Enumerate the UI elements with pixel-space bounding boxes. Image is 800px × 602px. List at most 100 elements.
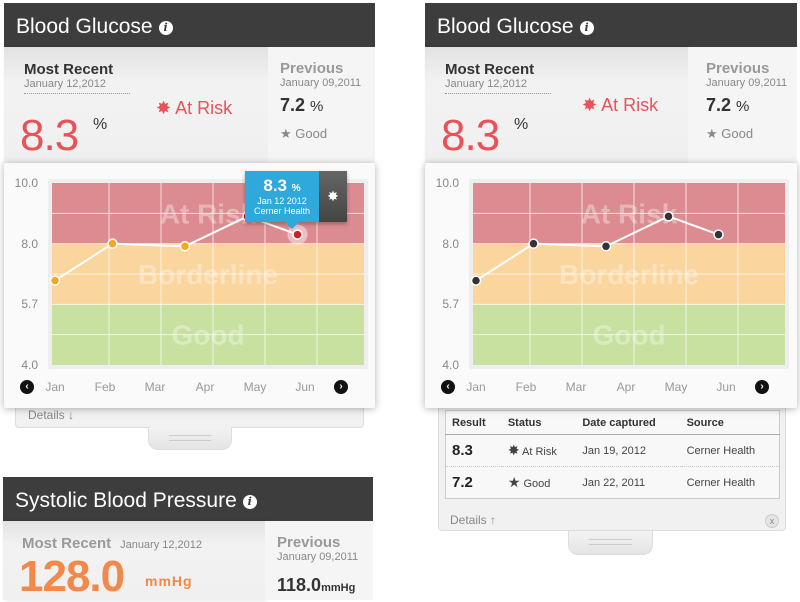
card-title: Blood Glucose — [437, 15, 574, 38]
date-cell: Jan 19, 2012 — [576, 434, 681, 467]
chart-svg: Good Borderline At Risk — [470, 183, 785, 365]
data-point — [663, 211, 674, 222]
data-point — [179, 241, 191, 252]
column-header: Result — [445, 410, 502, 435]
y-tick-label: 10.0 — [435, 176, 459, 190]
unit: mmHg — [145, 573, 193, 589]
band-label: Good — [592, 320, 665, 351]
chart-svg: Good Borderline At Risk — [49, 183, 364, 365]
column-header: Date captured — [576, 410, 681, 435]
column-header: Source — [680, 410, 780, 435]
data-point — [600, 241, 612, 252]
most-recent-panel: Most Recent January 12,2012 8.3 % ✸ At Ri… — [425, 47, 688, 165]
y-tick-label: 8.0 — [21, 236, 38, 251]
tooltip-source: Cerner Health — [253, 206, 311, 216]
previous-date: January 09,2011 — [706, 77, 788, 89]
band-label: Borderline — [138, 259, 278, 290]
divider — [24, 93, 130, 94]
card-header: Blood Glucose i — [4, 3, 375, 47]
star-icon: ★ — [706, 126, 718, 141]
details-toggle[interactable]: Details ↑ — [450, 513, 497, 527]
most-recent-date: January 12,2012 — [445, 78, 527, 90]
previous-label: Previous — [280, 60, 344, 77]
column-header: Status — [501, 410, 577, 435]
table-row: 8.3 ✸ At Risk Jan 19, 2012 Cerner Health — [445, 434, 780, 467]
previous-date: January 09,2011 — [280, 77, 362, 89]
plot-area — [469, 179, 789, 369]
status-cell: Good — [523, 478, 551, 490]
star-icon: ★ — [280, 126, 292, 141]
status-cell: At Risk — [522, 446, 557, 458]
data-point — [713, 229, 724, 240]
x-tick-label: Mar — [144, 380, 166, 394]
burst-icon: ✸ — [582, 95, 598, 115]
previous-label: Previous — [706, 60, 770, 77]
burst-icon: ✸ — [319, 171, 347, 222]
drawer-handle[interactable] — [148, 427, 232, 450]
y-tick-label: 10.0 — [14, 176, 38, 190]
most-recent-panel: Most Recent January 12,2012 8.3 % ✸ At Ri… — [4, 47, 268, 165]
previous-panel: Previous January 09,2011 7.2 % ★ Good — [268, 47, 375, 165]
source-cell: Cerner Health — [686, 476, 756, 489]
next-month-button[interactable]: › — [334, 380, 348, 394]
results-table: Result Status Date captured Source 8.3 ✸ At … — [445, 410, 780, 499]
x-tick-label: May — [243, 380, 267, 394]
most-recent-value: 128.0 — [19, 552, 125, 601]
source-cell: Cerner Health — [680, 434, 780, 467]
x-tick-label: Apr — [195, 380, 215, 394]
status-label: At Risk — [601, 95, 659, 115]
details-toggle[interactable]: Details ↓ — [28, 408, 75, 422]
y-tick-label: 4.0 — [442, 358, 459, 372]
y-tick-label: 8.0 — [442, 236, 459, 251]
info-icon[interactable]: i — [158, 21, 173, 35]
next-month-button[interactable]: › — [755, 380, 769, 394]
most-recent-value: 8.3 — [20, 111, 79, 160]
unit: % — [310, 98, 324, 115]
previous-panel: Previous January 09,2011 118.0mmHg — [265, 521, 373, 600]
most-recent-date: January 12,2012 — [120, 539, 203, 551]
result-cell: 7.2 — [452, 474, 473, 491]
x-tick-label: Jun — [716, 380, 736, 394]
data-point — [528, 238, 539, 249]
close-button[interactable]: x — [765, 514, 779, 528]
y-tick-label: 5.7 — [21, 297, 38, 312]
y-tick-label: 4.0 — [21, 358, 38, 372]
card-header: Systolic Blood Pressure i — [3, 477, 373, 521]
band-label: Good — [171, 320, 244, 351]
previous-label: Previous — [277, 534, 341, 551]
tooltip-date: Jan 12 2012 — [257, 196, 307, 206]
unit: mmHg — [321, 582, 356, 594]
star-icon: ★ — [507, 474, 521, 490]
data-point — [292, 229, 303, 240]
info-icon[interactable]: i — [242, 495, 257, 509]
chart-panel: Good Borderline At Risk 4.0 5.7 8.0 10.0 Jan Feb… — [425, 163, 797, 408]
x-tick-label: Mar — [565, 380, 587, 394]
divider — [445, 93, 551, 94]
unit: % — [93, 116, 108, 133]
band-label: At Risk — [581, 198, 678, 229]
previous-value: 118.0 — [277, 575, 322, 595]
previous-value: 7.2 — [280, 95, 306, 115]
prev-month-button[interactable]: ‹ — [20, 380, 34, 394]
status-label: Good — [721, 126, 754, 141]
tooltip-value: 8.3 — [263, 176, 287, 195]
burst-icon: ✸ — [507, 442, 520, 458]
x-tick-label: Jan — [45, 380, 65, 394]
most-recent-label: Most Recent — [445, 61, 535, 78]
card-header: Blood Glucose i — [425, 3, 797, 47]
x-tick-label: Jun — [295, 380, 315, 394]
most-recent-date: January 12,2012 — [24, 78, 106, 90]
status-label: Good — [295, 126, 328, 141]
info-icon[interactable]: i — [579, 21, 594, 35]
most-recent-label: Most Recent — [22, 535, 112, 552]
card-title: Systolic Blood Pressure — [15, 489, 237, 512]
y-tick-label: 5.7 — [442, 297, 459, 312]
previous-value: 7.2 — [706, 95, 732, 115]
data-point — [49, 275, 61, 286]
details-drawer: Result Status Date captured Source 8.3 ✸ At … — [438, 400, 786, 531]
card-title: Blood Glucose — [16, 15, 153, 38]
drawer-handle[interactable] — [568, 531, 653, 555]
most-recent-label: Most Recent — [24, 61, 114, 78]
date-cell: Jan 22, 2011 — [582, 476, 646, 489]
prev-month-button[interactable]: ‹ — [441, 380, 455, 394]
